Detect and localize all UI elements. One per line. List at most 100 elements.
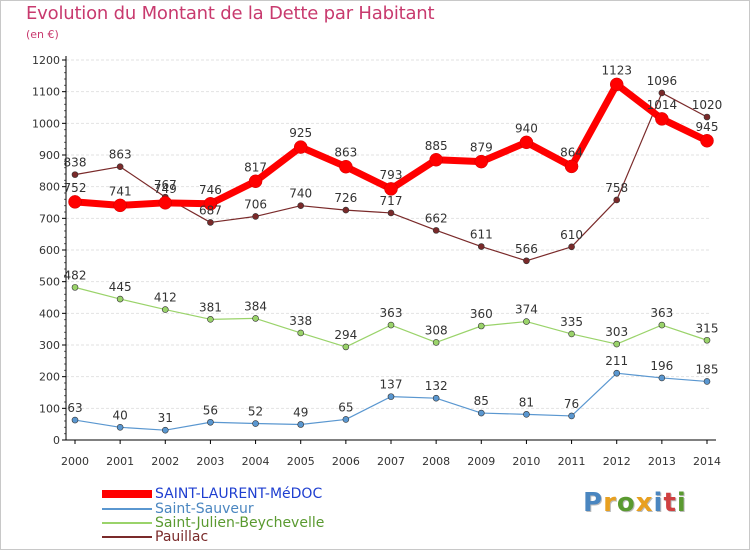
data-label: 294	[334, 328, 357, 342]
data-label: 885	[425, 139, 448, 153]
data-label: 767	[154, 178, 177, 192]
data-point	[432, 227, 440, 234]
data-point	[523, 318, 530, 325]
data-label: 566	[515, 242, 538, 256]
data-point	[342, 206, 350, 214]
x-tick-label: 2001	[106, 455, 134, 468]
data-point	[342, 416, 350, 423]
x-tick-label: 2008	[422, 455, 450, 468]
data-label: 85	[474, 394, 489, 408]
x-tick-label: 2009	[467, 455, 495, 468]
x-tick-label: 2013	[648, 455, 676, 468]
legend-label: Saint-Julien-Beychevelle	[155, 515, 325, 531]
data-point	[387, 321, 395, 329]
data-label: 132	[425, 379, 448, 393]
data-label: 940	[515, 121, 538, 135]
data-label: 360	[470, 307, 493, 321]
data-point	[113, 198, 127, 213]
data-label: 63	[67, 401, 82, 415]
data-point	[297, 202, 305, 209]
x-tick-label: 2012	[603, 455, 631, 468]
x-tick-label: 2014	[693, 455, 721, 468]
y-tick-label: 1200	[32, 54, 60, 67]
data-point	[387, 209, 395, 217]
y-tick-label: 100	[39, 402, 60, 415]
data-label: 338	[289, 314, 312, 328]
data-point	[432, 339, 440, 346]
data-point	[609, 77, 624, 92]
data-label: 610	[560, 228, 583, 242]
data-label: 717	[380, 194, 403, 208]
data-point	[477, 322, 485, 330]
data-point	[384, 182, 398, 196]
data-point	[703, 113, 711, 121]
data-point	[252, 420, 259, 427]
data-label: 137	[380, 378, 403, 392]
data-point	[703, 336, 711, 344]
legend-swatch	[102, 490, 152, 498]
data-label: 363	[380, 306, 403, 320]
y-tick-label: 700	[39, 212, 60, 225]
data-point	[207, 316, 214, 323]
data-label: 687	[199, 203, 222, 217]
data-point	[207, 418, 214, 426]
x-tick-label: 2010	[512, 455, 540, 468]
data-point	[432, 394, 440, 402]
data-label: 65	[338, 400, 353, 414]
data-point	[293, 140, 308, 154]
data-point	[203, 197, 218, 211]
data-point	[161, 306, 169, 313]
legend-label: Saint-Sauveur	[155, 501, 254, 517]
data-label: 817	[244, 160, 267, 174]
data-point	[116, 424, 124, 431]
data-point	[519, 135, 534, 150]
data-label: 749	[154, 182, 177, 196]
data-point	[477, 409, 485, 417]
y-tick-label: 900	[39, 149, 60, 162]
data-label: 308	[425, 323, 448, 337]
data-label: 40	[113, 408, 128, 422]
y-tick-label: 800	[39, 181, 60, 194]
data-label: 81	[519, 395, 534, 409]
data-label: 211	[605, 354, 628, 368]
data-point	[71, 284, 79, 291]
y-tick-label: 0	[53, 434, 60, 447]
legend-item: SAINT-LAURENT-MéDOC	[102, 486, 322, 502]
data-label: 374	[515, 303, 538, 317]
data-point	[71, 171, 79, 178]
data-label: 838	[64, 156, 87, 170]
data-point	[252, 213, 259, 220]
data-point	[158, 196, 173, 210]
legend-item: Saint-Julien-Beychevelle	[102, 515, 324, 531]
data-label: 611	[470, 228, 493, 242]
legend-label: Pauillac	[155, 529, 209, 545]
data-label: 945	[696, 120, 719, 134]
data-point	[564, 159, 579, 174]
data-point	[116, 163, 124, 171]
y-tick-label: 1000	[32, 117, 60, 130]
data-point	[568, 243, 575, 251]
data-point	[568, 330, 575, 338]
legend-label: SAINT-LAURENT-MéDOC	[155, 486, 323, 502]
data-label: 196	[650, 359, 673, 373]
data-point	[613, 340, 621, 348]
y-tick-label: 400	[39, 307, 60, 320]
data-point	[658, 374, 666, 382]
data-point	[116, 295, 124, 303]
data-point	[339, 159, 353, 174]
data-label: 1014	[647, 98, 678, 112]
data-label: 315	[696, 321, 719, 335]
legend-item: Pauillac	[102, 529, 208, 545]
data-label: 706	[244, 197, 267, 211]
data-label: 76	[564, 397, 579, 411]
data-label: 740	[289, 187, 312, 201]
data-point	[523, 411, 530, 418]
data-point	[568, 412, 575, 420]
y-tick-label: 500	[39, 276, 60, 289]
y-tick-label: 300	[39, 339, 60, 352]
data-label: 879	[470, 141, 493, 155]
data-label: 863	[109, 148, 132, 162]
data-point	[613, 196, 621, 204]
legend-swatch	[102, 508, 152, 510]
